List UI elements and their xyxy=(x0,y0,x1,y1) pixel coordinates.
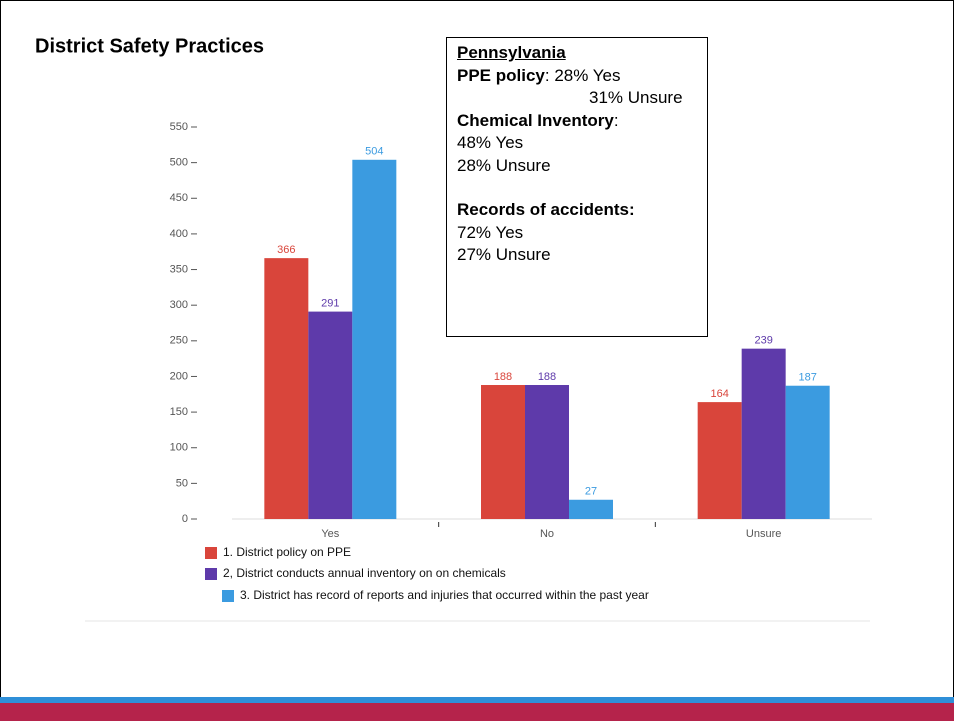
info-text: : xyxy=(613,110,619,130)
legend-swatch xyxy=(205,568,217,580)
info-heading: Pennsylvania xyxy=(457,43,566,62)
y-tick-label: 400 xyxy=(170,228,188,240)
chart-title: District Safety Practices xyxy=(35,35,264,57)
info-text: 48% Yes xyxy=(457,133,524,152)
bar xyxy=(741,348,786,519)
x-tick-label: Unsure xyxy=(746,528,781,540)
info-text: 27% Unsure xyxy=(457,245,551,264)
bar xyxy=(352,159,397,519)
bar xyxy=(264,258,309,519)
info-text: 31% Unsure xyxy=(589,88,683,107)
footer-band xyxy=(0,703,954,721)
info-box: Pennsylvania PPE policy: 28% Yes 31% Uns… xyxy=(446,37,708,337)
value-label: 188 xyxy=(494,371,512,383)
y-tick-label: 250 xyxy=(170,335,188,347)
y-tick-label: 0 xyxy=(182,513,188,525)
value-label: 504 xyxy=(365,146,383,158)
info-text: : 28% Yes xyxy=(544,65,621,85)
y-tick-label: 300 xyxy=(170,299,188,311)
y-tick-label: 200 xyxy=(170,370,188,382)
bar xyxy=(785,385,830,519)
bar xyxy=(525,385,569,519)
legend-label: 3. District has record of reports and in… xyxy=(240,588,649,602)
value-label: 366 xyxy=(277,244,295,256)
value-label: 291 xyxy=(321,298,339,310)
y-tick-label: 450 xyxy=(170,192,188,204)
value-label: 27 xyxy=(585,486,597,498)
info-label: Chemical Inventory xyxy=(457,110,614,130)
y-tick-label: 500 xyxy=(170,157,188,169)
legend-label: 2, District conducts annual inventory on… xyxy=(223,566,506,580)
legend-swatch xyxy=(222,590,234,602)
bar xyxy=(481,385,525,519)
info-label: Records of accidents: xyxy=(457,200,635,219)
value-label: 239 xyxy=(754,335,772,347)
bar xyxy=(697,402,742,519)
value-label: 164 xyxy=(710,388,728,400)
x-tick-label: Yes xyxy=(321,528,339,540)
value-label: 188 xyxy=(538,371,556,383)
bar xyxy=(308,311,353,519)
bar xyxy=(569,499,613,519)
info-label: PPE policy xyxy=(457,65,545,85)
y-tick-label: 50 xyxy=(176,477,188,489)
value-label: 187 xyxy=(798,372,816,384)
info-text: 72% Yes xyxy=(457,222,524,242)
x-tick-label: No xyxy=(540,528,554,540)
legend-label: 1. District policy on PPE xyxy=(223,545,351,559)
y-tick-label: 350 xyxy=(170,263,188,275)
footer-stripe xyxy=(0,697,954,703)
y-tick-label: 550 xyxy=(170,121,188,133)
info-text: 28% Unsure xyxy=(457,155,551,175)
y-tick-label: 100 xyxy=(170,442,188,454)
legend-swatch xyxy=(205,547,217,559)
y-tick-label: 150 xyxy=(170,406,188,418)
